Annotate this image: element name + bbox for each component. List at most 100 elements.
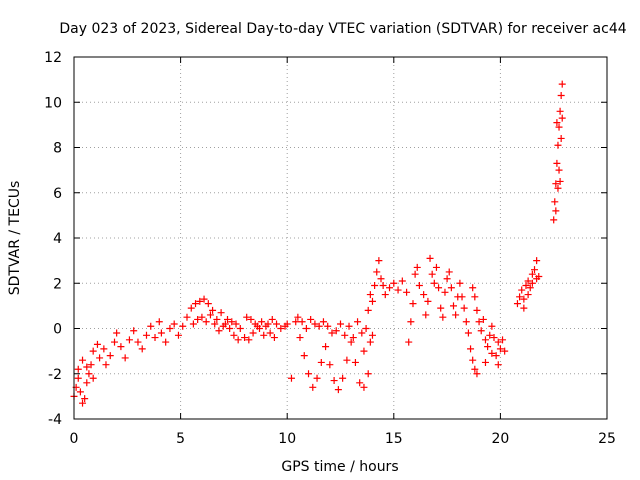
data-point	[215, 327, 223, 335]
data-point	[439, 313, 447, 321]
data-point	[166, 325, 174, 332]
data-point	[117, 343, 125, 351]
data-point	[236, 325, 244, 332]
data-point	[162, 338, 170, 346]
data-point	[398, 277, 406, 285]
data-point	[422, 311, 430, 319]
data-point	[373, 268, 381, 276]
data-point	[174, 331, 182, 339]
data-point	[113, 329, 121, 337]
data-point	[533, 257, 541, 265]
data-point	[79, 356, 87, 364]
data-point	[557, 91, 565, 99]
data-point	[413, 263, 421, 271]
data-point	[96, 354, 104, 362]
data-point	[213, 315, 221, 323]
data-point	[76, 388, 84, 396]
data-point	[379, 282, 387, 290]
data-point	[130, 327, 138, 335]
data-point	[204, 300, 212, 308]
data-point	[343, 356, 351, 364]
data-point	[520, 304, 528, 312]
data-point	[557, 134, 565, 142]
data-point	[317, 358, 325, 366]
data-point	[481, 336, 489, 344]
data-point	[558, 114, 566, 122]
data-point	[364, 306, 372, 314]
data-point	[524, 277, 532, 285]
data-point	[228, 318, 236, 326]
data-point	[360, 383, 368, 391]
data-point	[435, 284, 443, 292]
data-point	[424, 297, 432, 305]
data-point	[298, 318, 306, 326]
data-point	[300, 352, 308, 360]
data-point	[198, 313, 206, 321]
data-point	[552, 180, 560, 188]
data-point	[347, 338, 355, 346]
data-point	[490, 334, 498, 342]
data-point	[217, 309, 225, 317]
data-point	[551, 198, 559, 206]
data-point	[219, 322, 227, 330]
data-point	[409, 300, 417, 308]
data-point	[322, 343, 330, 351]
data-point	[462, 318, 470, 326]
data-point	[358, 329, 366, 337]
data-point	[354, 318, 362, 326]
data-point	[196, 297, 204, 305]
data-point	[533, 275, 541, 283]
data-point	[484, 343, 492, 351]
data-point	[371, 282, 379, 290]
data-point	[475, 318, 483, 326]
data-point	[356, 379, 364, 387]
y-tick-label: 2	[53, 276, 62, 292]
data-point	[520, 295, 528, 303]
data-point	[224, 315, 232, 323]
data-point	[209, 306, 217, 314]
data-point	[255, 325, 263, 332]
data-point	[243, 313, 251, 321]
data-point	[554, 184, 562, 192]
data-point	[232, 320, 240, 328]
data-point	[83, 363, 91, 371]
data-point	[206, 311, 214, 319]
data-point	[473, 370, 481, 378]
data-point	[102, 361, 110, 369]
data-point	[445, 268, 453, 276]
data-point	[443, 275, 451, 283]
data-point	[319, 318, 327, 326]
data-point	[375, 257, 383, 265]
data-point	[345, 322, 353, 330]
data-point	[558, 80, 566, 88]
y-tick-label: 4	[53, 231, 62, 247]
data-point	[432, 263, 440, 271]
data-point	[447, 284, 455, 292]
data-point	[471, 293, 479, 301]
data-point	[479, 315, 487, 323]
data-point	[241, 334, 249, 342]
data-point	[554, 141, 562, 149]
data-point	[266, 329, 274, 337]
data-point	[74, 374, 82, 382]
data-point	[341, 331, 349, 339]
x-tick-label: 15	[385, 431, 403, 447]
data-point	[522, 282, 530, 290]
data-point	[296, 334, 304, 342]
y-tick-label: -4	[48, 412, 62, 428]
data-point	[251, 320, 259, 328]
data-point	[362, 325, 370, 332]
data-point	[230, 331, 238, 339]
data-point	[481, 358, 489, 366]
data-point	[553, 119, 561, 127]
data-point	[79, 399, 87, 407]
data-point	[87, 361, 95, 369]
data-point	[74, 365, 82, 373]
data-point	[351, 358, 359, 366]
data-point	[437, 304, 445, 312]
data-point	[553, 159, 561, 167]
data-point	[200, 295, 208, 303]
data-point	[556, 107, 564, 115]
data-series-sdtvar	[70, 80, 566, 407]
data-point	[328, 329, 336, 337]
